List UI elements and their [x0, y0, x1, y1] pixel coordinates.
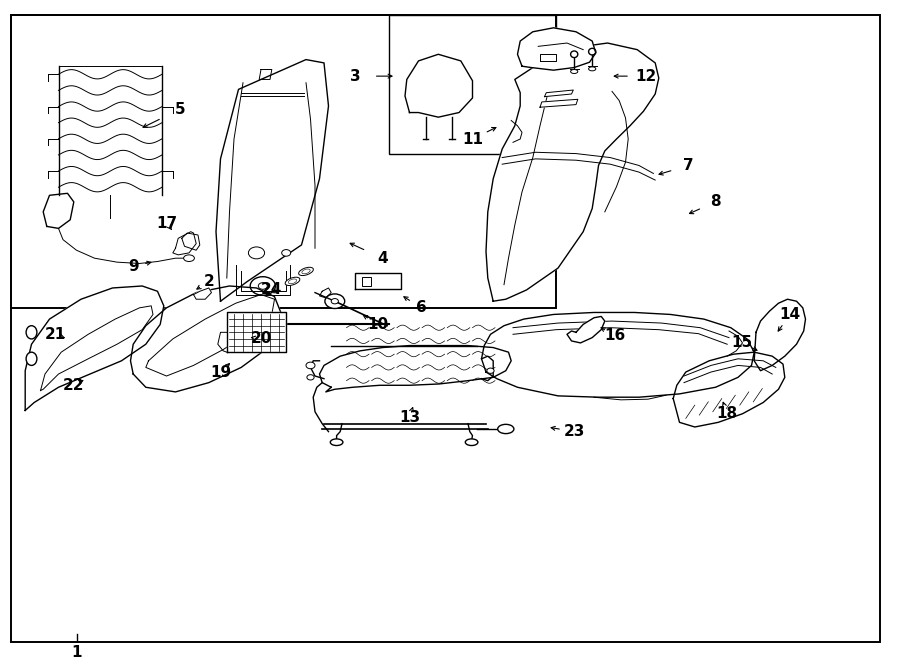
- Text: 6: 6: [416, 301, 427, 315]
- Ellipse shape: [571, 70, 578, 73]
- Text: 1: 1: [71, 645, 82, 659]
- Text: 18: 18: [716, 406, 738, 421]
- Polygon shape: [482, 312, 754, 397]
- Ellipse shape: [248, 247, 265, 259]
- Text: 23: 23: [563, 424, 585, 439]
- Polygon shape: [540, 54, 556, 61]
- Polygon shape: [320, 346, 511, 392]
- Polygon shape: [216, 60, 328, 301]
- Ellipse shape: [299, 267, 313, 275]
- Text: 3: 3: [350, 69, 361, 83]
- Ellipse shape: [571, 51, 578, 58]
- Ellipse shape: [487, 368, 494, 373]
- Ellipse shape: [250, 277, 275, 295]
- Text: 10: 10: [367, 317, 389, 332]
- Ellipse shape: [184, 255, 194, 261]
- Polygon shape: [673, 352, 785, 427]
- Ellipse shape: [330, 439, 343, 446]
- Polygon shape: [227, 312, 286, 352]
- Text: 14: 14: [779, 307, 801, 322]
- Text: 8: 8: [710, 195, 721, 209]
- Polygon shape: [43, 193, 74, 228]
- Text: 24: 24: [261, 283, 283, 297]
- Ellipse shape: [26, 352, 37, 365]
- Ellipse shape: [302, 269, 310, 274]
- Polygon shape: [355, 273, 401, 289]
- Text: 9: 9: [128, 259, 139, 273]
- Ellipse shape: [288, 279, 297, 284]
- Ellipse shape: [258, 283, 267, 289]
- Polygon shape: [518, 28, 596, 70]
- Ellipse shape: [307, 375, 314, 380]
- Polygon shape: [567, 316, 605, 343]
- Text: 15: 15: [731, 335, 752, 350]
- Polygon shape: [25, 286, 164, 410]
- Text: 13: 13: [399, 410, 420, 424]
- Ellipse shape: [26, 326, 37, 339]
- Polygon shape: [259, 70, 272, 79]
- Text: 4: 4: [377, 251, 388, 265]
- Text: 7: 7: [683, 158, 694, 173]
- Polygon shape: [540, 99, 578, 107]
- Bar: [362, 277, 371, 286]
- Polygon shape: [754, 299, 806, 371]
- Text: 12: 12: [635, 69, 657, 83]
- Bar: [389, 15, 556, 154]
- Ellipse shape: [589, 67, 596, 71]
- Text: 20: 20: [250, 332, 272, 346]
- Polygon shape: [182, 233, 200, 250]
- Text: 5: 5: [175, 102, 185, 117]
- Ellipse shape: [285, 277, 300, 285]
- Polygon shape: [486, 43, 659, 301]
- Text: 16: 16: [604, 328, 626, 343]
- Ellipse shape: [589, 48, 596, 55]
- Bar: [11, 15, 556, 308]
- Polygon shape: [405, 54, 472, 117]
- Text: 22: 22: [63, 378, 85, 393]
- Text: 2: 2: [203, 274, 214, 289]
- Polygon shape: [194, 288, 212, 299]
- Ellipse shape: [498, 424, 514, 434]
- Text: 17: 17: [156, 216, 177, 230]
- Ellipse shape: [282, 250, 291, 256]
- Text: 19: 19: [210, 365, 231, 380]
- Text: 11: 11: [462, 132, 483, 146]
- Polygon shape: [130, 286, 281, 392]
- Text: 21: 21: [45, 327, 67, 342]
- Polygon shape: [544, 90, 573, 97]
- Ellipse shape: [465, 439, 478, 446]
- Polygon shape: [173, 232, 196, 255]
- Polygon shape: [320, 288, 331, 298]
- Ellipse shape: [331, 299, 338, 304]
- Ellipse shape: [306, 362, 315, 369]
- Ellipse shape: [325, 294, 345, 308]
